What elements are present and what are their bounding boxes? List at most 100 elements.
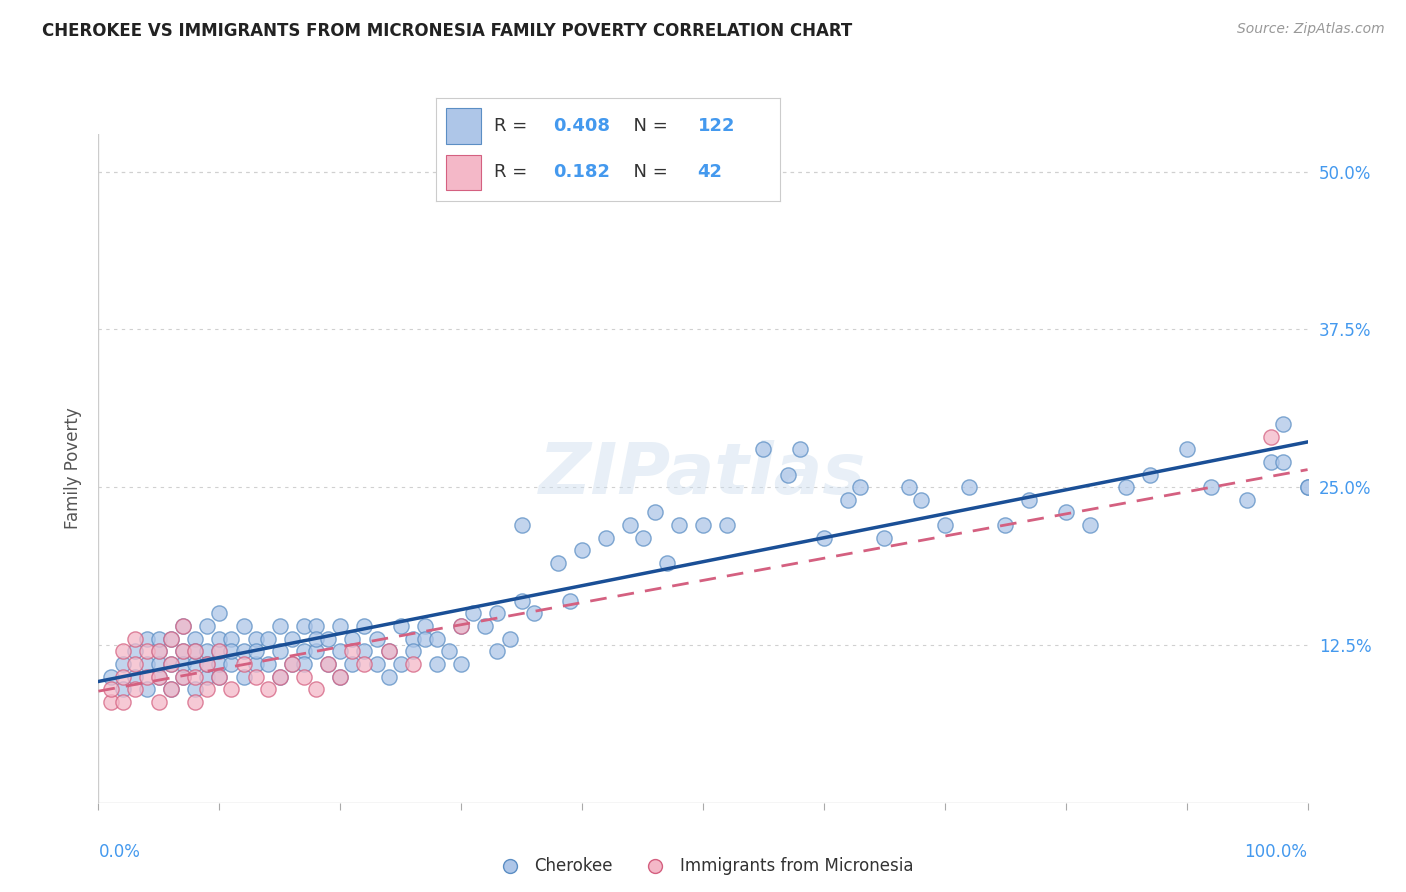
Point [957, 480, 980, 494]
Point [486, 607, 509, 621]
Point [195, 669, 218, 683]
Point [377, 669, 399, 683]
Point [1078, 518, 1101, 533]
Point [221, 682, 243, 697]
Point [450, 619, 472, 633]
Point [329, 669, 352, 683]
Point [510, 594, 533, 608]
Point [813, 531, 835, 545]
Text: ZIPatlas: ZIPatlas [540, 440, 866, 509]
Point [111, 644, 134, 658]
Bar [446, 108, 481, 145]
Point [716, 518, 738, 533]
Point [148, 657, 170, 671]
Point [195, 657, 218, 671]
Point [377, 644, 399, 658]
Point [655, 556, 678, 570]
Point [208, 607, 231, 621]
Point [1139, 467, 1161, 482]
Point [111, 695, 134, 709]
Point [221, 632, 243, 646]
Point [353, 644, 375, 658]
Legend: Cherokee, Immigrants from Micronesia: Cherokee, Immigrants from Micronesia [486, 850, 920, 881]
Point [342, 657, 364, 671]
Point [172, 619, 194, 633]
Point [426, 632, 449, 646]
Point [184, 669, 207, 683]
Point [172, 669, 194, 683]
Text: CHEROKEE VS IMMIGRANTS FROM MICRONESIA FAMILY POVERTY CORRELATION CHART: CHEROKEE VS IMMIGRANTS FROM MICRONESIA F… [42, 22, 852, 40]
Point [135, 682, 157, 697]
Point [221, 657, 243, 671]
Point [644, 506, 666, 520]
Point [184, 695, 207, 709]
Point [463, 607, 485, 621]
Point [1199, 480, 1222, 494]
Point [595, 531, 617, 545]
Point [523, 607, 546, 621]
Point [135, 657, 157, 671]
Point [292, 644, 315, 658]
Text: 100.0%: 100.0% [1244, 843, 1308, 861]
Point [837, 492, 859, 507]
Bar [446, 154, 481, 190]
Y-axis label: Family Poverty: Family Poverty [65, 408, 83, 529]
Point [426, 657, 449, 671]
Text: 0.0%: 0.0% [98, 843, 141, 861]
Point [172, 644, 194, 658]
Point [389, 657, 412, 671]
Text: N =: N = [621, 163, 679, 181]
Point [232, 619, 254, 633]
Point [208, 669, 231, 683]
Point [124, 632, 146, 646]
Point [402, 657, 425, 671]
Point [184, 644, 207, 658]
Point [752, 442, 775, 457]
Point [474, 619, 496, 633]
Point [221, 644, 243, 658]
Point [160, 632, 183, 646]
Point [776, 467, 799, 482]
Point [353, 619, 375, 633]
Point [1296, 480, 1319, 494]
Point [195, 657, 218, 671]
Point [172, 644, 194, 658]
Point [329, 644, 352, 658]
Point [256, 682, 278, 697]
Point [353, 657, 375, 671]
Point [450, 657, 472, 671]
Point [1272, 455, 1295, 469]
Point [1175, 442, 1198, 457]
Point [148, 632, 170, 646]
Point [402, 644, 425, 658]
Point [305, 644, 328, 658]
Point [281, 657, 304, 671]
Point [910, 492, 932, 507]
Point [208, 669, 231, 683]
Point [1018, 492, 1040, 507]
Point [342, 632, 364, 646]
Point [135, 644, 157, 658]
Text: R =: R = [495, 163, 538, 181]
Point [256, 632, 278, 646]
Point [184, 644, 207, 658]
Point [631, 531, 654, 545]
Text: R =: R = [495, 118, 533, 136]
Point [1296, 480, 1319, 494]
Point [245, 644, 267, 658]
Point [316, 657, 339, 671]
Point [571, 543, 593, 558]
Point [377, 644, 399, 658]
Point [100, 682, 122, 697]
Point [305, 632, 328, 646]
Point [316, 632, 339, 646]
Point [437, 644, 460, 658]
Point [1260, 430, 1282, 444]
Point [547, 556, 569, 570]
Point [849, 480, 872, 494]
Point [366, 657, 388, 671]
Point [281, 632, 304, 646]
Point [329, 619, 352, 633]
Point [292, 619, 315, 633]
Point [342, 644, 364, 658]
